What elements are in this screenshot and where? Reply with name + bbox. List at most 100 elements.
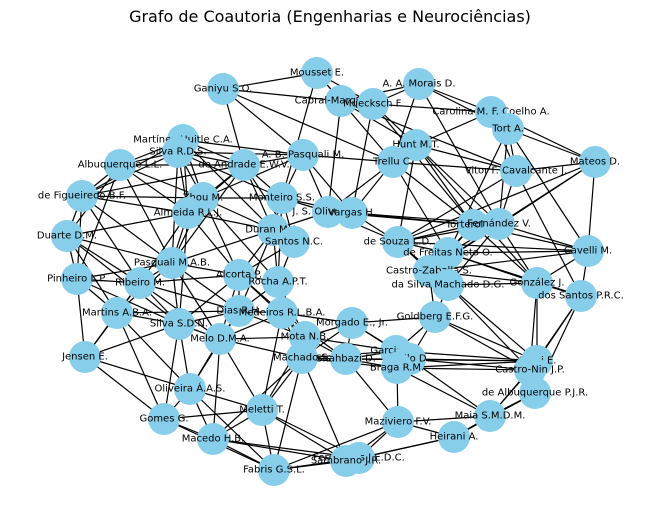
node-circle[interactable]: [148, 403, 180, 435]
node-circle[interactable]: [381, 352, 413, 384]
node-circle[interactable]: [69, 341, 101, 373]
node-circle[interactable]: [163, 308, 195, 340]
node-shahbazi[interactable]: Shahbazi D.: [316, 343, 376, 375]
node-albuquerque_pjr[interactable]: de Albuquerque P.J.R.: [482, 377, 588, 409]
node-goldberg[interactable]: Goldberg E.F.G.: [397, 301, 474, 333]
node-morais[interactable]: A. A. Morais D.: [382, 68, 456, 100]
node-morgado[interactable]: Morgado E., Jr.: [316, 307, 388, 339]
node-circle[interactable]: [403, 68, 435, 100]
node-circle[interactable]: [457, 209, 489, 241]
node-circle[interactable]: [286, 342, 318, 374]
node-dasilva[interactable]: da Silva Machado D.G.: [392, 269, 505, 301]
node-albuquerque_ll[interactable]: Albuquerque L.L.: [78, 149, 163, 181]
node-circle[interactable]: [500, 155, 532, 187]
node-circle[interactable]: [174, 373, 206, 405]
node-circle[interactable]: [51, 220, 83, 252]
node-carolina[interactable]: Carolina M. F. Coelho A.: [432, 96, 550, 128]
node-circle[interactable]: [565, 280, 597, 312]
node-circle[interactable]: [400, 129, 432, 161]
node-macedo[interactable]: Macedo H.B.: [182, 423, 245, 455]
node-tort[interactable]: Tort A.: [491, 113, 524, 145]
node-oliveira_aas[interactable]: Oliveira Á.A.S.: [155, 373, 226, 405]
node-circle[interactable]: [246, 394, 278, 426]
node-circle[interactable]: [287, 139, 319, 171]
node-circle[interactable]: [325, 85, 357, 117]
node-circle[interactable]: [521, 267, 553, 299]
node-desouza[interactable]: de Souza L.D.: [364, 226, 433, 258]
node-circle[interactable]: [419, 301, 451, 333]
node-sambrano[interactable]: Sambrano J.R.: [311, 445, 381, 477]
node-circle[interactable]: [312, 196, 344, 228]
node-circle[interactable]: [266, 297, 298, 329]
node-circle[interactable]: [258, 454, 290, 486]
node-monteiro[interactable]: Monteiro S.S.: [249, 182, 315, 214]
node-machado[interactable]: Machado S.: [273, 342, 331, 374]
node-circle[interactable]: [207, 73, 239, 105]
node-circle[interactable]: [519, 377, 551, 409]
node-circle[interactable]: [223, 295, 255, 327]
node-vitor[interactable]: Vitor F. Cavalcante J.: [465, 155, 568, 187]
node-silva_sdn[interactable]: Silva S.D.N.: [150, 308, 208, 340]
node-circle[interactable]: [438, 421, 470, 453]
node-circle[interactable]: [579, 146, 611, 178]
node-maia[interactable]: Maia S.M.D.M.: [455, 400, 526, 432]
node-circle[interactable]: [197, 423, 229, 455]
node-vargas[interactable]: Vargas H.: [328, 197, 376, 229]
node-circle[interactable]: [162, 136, 194, 168]
node-maziviero[interactable]: Maziviero F.V.: [365, 406, 432, 438]
node-melo[interactable]: Melo D.M.A.: [190, 323, 250, 355]
node-medeiros[interactable]: Medeiros R.L.B.A.: [239, 297, 326, 329]
node-figueiredo[interactable]: de Figueiredo B.F.: [38, 180, 126, 212]
node-circle[interactable]: [432, 269, 464, 301]
node-circle[interactable]: [66, 180, 98, 212]
node-circle[interactable]: [330, 445, 362, 477]
node-santos_nc[interactable]: Santos N.C.: [265, 226, 323, 258]
node-andrade[interactable]: de Andrade E.W.V.: [198, 149, 290, 181]
node-mousset[interactable]: Mousset E.: [290, 57, 344, 89]
node-rocha[interactable]: Rocha A.P.T.: [248, 266, 308, 298]
node-gomes[interactable]: Gomes G.: [139, 403, 189, 435]
node-trellu[interactable]: Trellu C.: [372, 146, 413, 178]
node-alcorta[interactable]: Alcorta P.: [216, 259, 262, 291]
node-muecksch[interactable]: Muecksch F.: [343, 88, 403, 120]
node-circle[interactable]: [61, 263, 93, 295]
node-duarte[interactable]: Duarte D.M.: [37, 220, 97, 252]
node-ribeiro[interactable]: Ribeiro M.: [115, 267, 165, 299]
node-torterolo[interactable]: Torterolo P.: [445, 209, 500, 241]
node-circle[interactable]: [266, 182, 298, 214]
node-cabral[interactable]: Cabral-Marques O.: [295, 85, 388, 117]
node-jensen[interactable]: Jensen E.: [61, 341, 108, 373]
node-circle[interactable]: [301, 57, 333, 89]
node-circle[interactable]: [278, 226, 310, 258]
node-pinheiro[interactable]: Pinheiro L.P.: [47, 263, 107, 295]
node-circle[interactable]: [172, 197, 204, 229]
node-circle[interactable]: [330, 343, 362, 375]
node-circle[interactable]: [382, 226, 414, 258]
node-circle[interactable]: [101, 297, 133, 329]
node-circle[interactable]: [156, 247, 188, 279]
node-circle[interactable]: [204, 323, 236, 355]
node-braga[interactable]: Braga R.M.: [370, 352, 424, 384]
node-circle[interactable]: [104, 149, 136, 181]
node-circle[interactable]: [336, 197, 368, 229]
node-circle[interactable]: [223, 259, 255, 291]
node-fernandez[interactable]: Fernández V.: [467, 208, 531, 240]
node-circle[interactable]: [262, 266, 294, 298]
node-dossantos[interactable]: dos Santos P.R.C.: [538, 280, 624, 312]
node-circle[interactable]: [474, 400, 506, 432]
node-almeida[interactable]: Almeida R.L.J.: [154, 197, 223, 229]
node-circle[interactable]: [572, 235, 604, 267]
node-circle[interactable]: [483, 208, 515, 240]
node-js[interactable]: J. S. Oliveira P.: [291, 196, 364, 228]
node-circle[interactable]: [492, 113, 524, 145]
node-silvard[interactable]: Silva R.D.S.: [149, 136, 207, 168]
node-cavelli[interactable]: Cavelli M.: [564, 235, 613, 267]
node-circle[interactable]: [377, 146, 409, 178]
node-dias[interactable]: Dias R.H.: [216, 295, 262, 327]
node-circle[interactable]: [228, 149, 260, 181]
node-hunt[interactable]: Hunt M.T.: [392, 129, 440, 161]
node-circle[interactable]: [124, 267, 156, 299]
node-ganiyu[interactable]: Ganiyu S.O.: [194, 73, 253, 105]
node-pasquali_ma[interactable]: Pasquali M.A.B.: [134, 247, 210, 279]
node-gonzalez[interactable]: González J.: [509, 267, 565, 299]
